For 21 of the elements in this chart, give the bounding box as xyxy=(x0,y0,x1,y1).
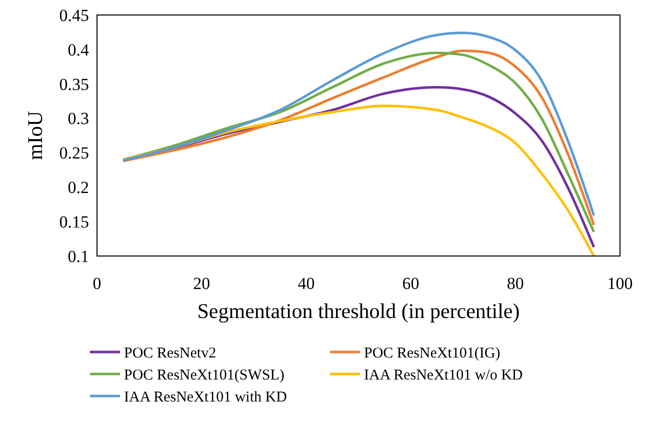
x-axis-title: Segmentation threshold (in percentile) xyxy=(197,299,520,323)
x-tick-label: 100 xyxy=(607,274,633,293)
y-tick-label: 0.2 xyxy=(68,178,89,198)
y-tick-label: 0.4 xyxy=(68,40,90,60)
x-tick-label: 20 xyxy=(193,274,210,293)
y-tick-label: 0.25 xyxy=(59,144,89,163)
legend-label: POC ResNeXt101(SWSL) xyxy=(124,367,284,384)
legend-label: IAA ResNeXt101 w/o KD xyxy=(364,367,523,384)
y-axis-title: mIoU xyxy=(23,111,47,160)
y-tick-label: 0.35 xyxy=(59,74,89,94)
x-tick-label: 0 xyxy=(92,274,102,293)
y-tick-label: 0.3 xyxy=(68,109,89,128)
y-tick-label: 0.45 xyxy=(59,6,89,25)
legend-label: IAA ResNeXt101 with KD xyxy=(124,389,288,406)
legend-label: POC ResNetv2 xyxy=(124,345,216,362)
x-tick-label: 40 xyxy=(298,274,315,293)
x-tick-label: 80 xyxy=(506,274,524,293)
y-tick-label: 0.15 xyxy=(59,212,89,232)
y-tick-label: 0.1 xyxy=(68,246,89,266)
x-tick-label: 60 xyxy=(402,274,420,293)
legend-label: POC ResNeXt101(IG) xyxy=(364,345,500,362)
